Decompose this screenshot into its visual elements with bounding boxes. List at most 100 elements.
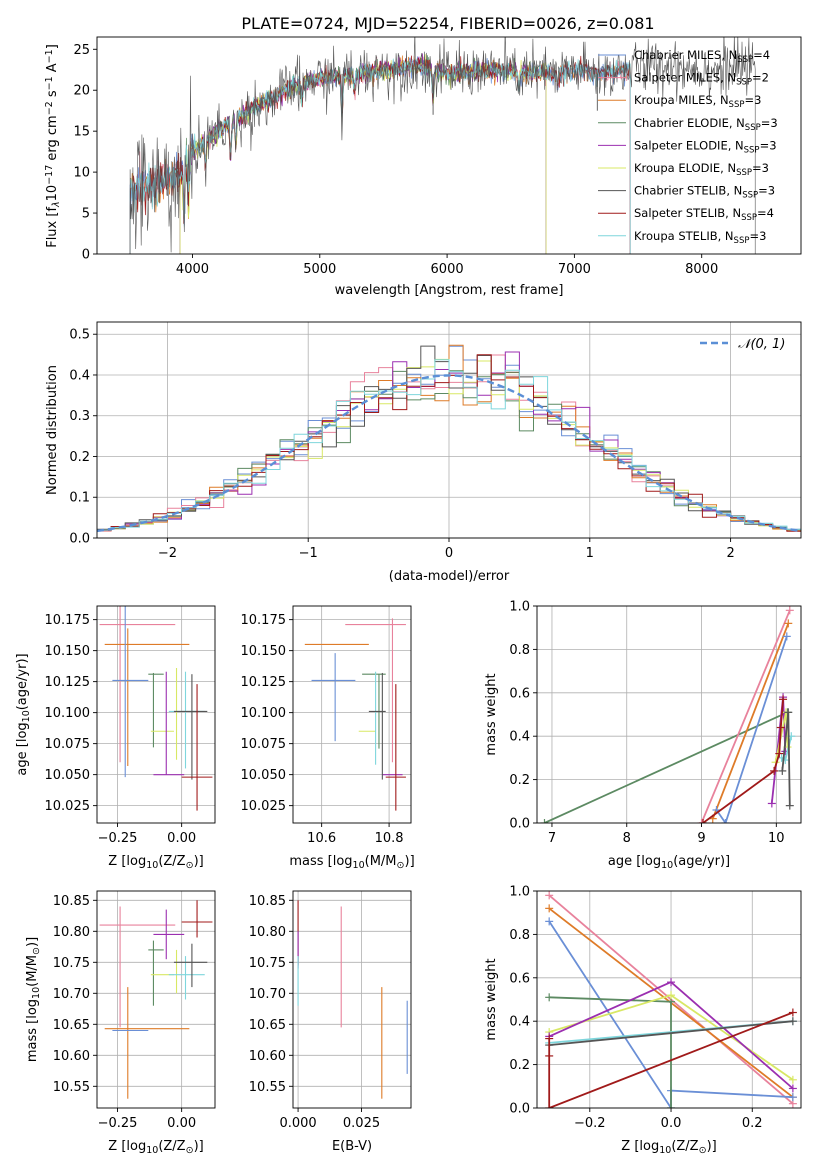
legend-entry: Chabrier ELODIE, NSSP=3 [634,116,778,133]
mass_vs_Z-ylabel: mass [log10(M/M⊙)] [25,937,42,1062]
errorbar-point-salpeter-miles [99,606,176,763]
weight_vs_Z-plot-area [545,891,797,1108]
errorbar-point-chabrier-stelib [173,943,208,988]
weight_vs_Z-marker [667,978,676,987]
spectrum-ylabel: Flux [fλ10−17 erg cm−2 s−1 A−1] [44,44,62,248]
mass_vs_EBV-ytick-label: 10.55 [249,1080,286,1095]
weight_vs_Z-ylabel: mass weight [484,958,499,1040]
spectrum-plot-area [129,37,756,254]
weight_vs_age-line-salpeter-miles [700,609,791,823]
errorbar-point-kroupa-miles [104,628,190,766]
age_vs_mass-frame [292,605,412,824]
legend-entry: Salpeter ELODIE, NSSP=3 [634,138,777,155]
weight_vs_age-line-chabrier-miles [715,636,788,823]
errorbar-point-chabrier-stelib [173,674,208,780]
errorbar-point-kroupa-miles [104,987,190,1099]
errorbar-point-chabrier-elodie [148,672,164,748]
errorbar-point-salpeter-miles [345,618,406,763]
spectrum-ytick-label: 0 [82,248,90,263]
residuals-ytick-label: 0.4 [69,368,90,383]
residuals-xtick-label: 2 [726,546,734,561]
age_vs_Z-ytick-label: 10.025 [45,799,91,814]
weight_vs_age-line-chabrier-elodie [544,711,788,823]
weight_vs_age-plot-area [540,606,796,823]
legend-entry: Salpeter MILES, NSSP=2 [634,71,769,88]
weight_vs_Z-xtick-label: 0.0 [661,1116,682,1131]
mass_vs_Z-ytick-label: 10.85 [53,894,90,909]
weight_vs_Z-marker [545,917,554,926]
residuals-xlabel: (data-model)/error [389,569,510,584]
normal-curve [97,374,801,533]
mass_vs_EBV-ytick-label: 10.70 [249,987,286,1002]
age_vs_Z-ytick-label: 10.050 [45,768,91,783]
weight_vs_Z-marker [788,1075,797,1084]
mass_vs_Z-plot-area [99,900,213,1099]
age_vs_mass-ytick-label: 10.100 [241,706,287,721]
weight_vs_Z-xtick-label: −0.2 [574,1116,606,1131]
age_vs_mass-ytick-label: 10.150 [241,644,287,659]
figure-title: PLATE=0724, MJD=52254, FIBERID=0026, z=0… [241,14,654,33]
mass_vs_EBV-xlabel: E(B-V) [332,1139,372,1154]
legend-entry: Kroupa ELODIE, NSSP=3 [634,161,769,178]
weight_vs_age-line-salpeter-stelib [702,699,784,823]
age_vs_mass-plot-area [304,618,406,811]
weight_vs_age-marker [784,708,793,717]
age_vs_Z-xlabel: Z [log10(Z/Z⊙)] [108,854,203,871]
weight_vs_Z-ytick-label: 0.6 [509,971,530,986]
age_vs_mass-xtick-label: 10.6 [307,831,336,846]
weight_vs_age-marker [784,619,793,628]
weight_vs_Z-marker [667,991,676,1000]
age_vs_Z-panel: −0.25 0.00 10.025 10.050 10.075 10.100 10.125 1… [15,605,216,871]
weight_vs_age-xlabel: age [log10(age/yr)] [608,854,730,871]
weight_vs_age-ytick-label: 1.0 [509,600,530,615]
age_vs_Z-ytick-label: 10.100 [45,706,91,721]
weight_vs_Z-line-chabrier-stelib [549,1020,793,1046]
weight_vs_age-marker [540,819,549,823]
weight_vs_age-panel: 7 8 9 10 0.0 0.2 0.4 0.6 0.8 1.0 age [log10(age/yr… [484,600,802,871]
residuals-ytick-label: 0.0 [69,532,90,547]
mass_vs_EBV-ytick-label: 10.75 [249,956,286,971]
errorbar-point-chabrier-miles [112,606,149,778]
spectrum-xlabel: wavelength [Angstrom, rest frame] [335,283,564,298]
errorbar-point-chabrier-stelib [368,672,386,780]
spectrum-legend: Chabrier MILES, NSSP=4 Salpeter MILES, NS… [598,48,778,245]
spectrum-ytick-label: 20 [73,84,90,99]
age_vs_mass-panel: 10.6 10.8 10.025 10.050 10.075 10.100 10.125 10… [241,605,415,871]
weight_vs_age-ytick-label: 0.6 [509,686,530,701]
errorbar-point-salpeter-elodie [153,909,185,960]
weight_vs_age-marker [767,799,776,808]
errorbar-point-chabrier-elodie [148,940,164,1006]
age_vs_mass-ytick-label: 10.050 [241,768,287,783]
errorbar-point-salpeter-elodie [153,671,185,776]
residuals-plot-area [97,344,801,533]
weight_vs_Z-marker [545,1034,554,1043]
residuals-ytick-label: 0.5 [69,328,90,343]
weight_vs_Z-marker [788,1084,797,1093]
weight_vs_Z-line-salpeter-stelib [548,1011,794,1108]
mass_vs_Z-ytick-label: 10.65 [53,1018,90,1033]
weight_vs_age-marker [699,819,708,823]
weight_vs_Z-ytick-label: 0.8 [509,928,530,943]
residuals-xtick-label: −1 [299,546,318,561]
weight_vs_Z-ytick-label: 0.0 [509,1102,530,1117]
weight_vs_Z-marker [545,891,554,900]
mass_vs_EBV-ytick-label: 10.80 [249,925,286,940]
spectrum-ytick-label: 25 [73,43,90,58]
errorbar-point-chabrier-miles [311,653,356,742]
weight_vs_Z-marker [788,1008,797,1017]
errorbar-point-salpeter-miles [99,906,176,1028]
weight_vs_age-marker [770,766,779,775]
legend-entry: Kroupa STELIB, NSSP=3 [634,229,766,246]
weight_vs_Z-marker [545,1051,554,1060]
weight_vs_age-ytick-label: 0.4 [509,730,530,745]
mass_vs_EBV-frame [292,890,412,1109]
age_vs_Z-ytick-label: 10.150 [45,644,91,659]
mass_vs_EBV-ytick-label: 10.65 [249,1018,286,1033]
residuals-ytick-label: 0.2 [69,450,90,465]
spectrum-xtick-label: 6000 [431,262,464,277]
errorbar-point-kroupa-elodie [150,668,178,760]
age_vs_mass-ytick-label: 10.175 [241,613,287,628]
weight_vs_age-ytick-label: 0.2 [509,773,530,788]
weight_vs_Z-frame [536,890,802,1109]
